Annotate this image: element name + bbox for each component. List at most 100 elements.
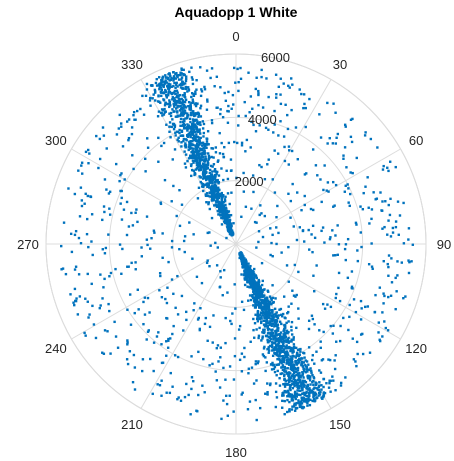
scatter-point — [190, 163, 193, 166]
scatter-point — [178, 100, 181, 103]
scatter-point — [367, 263, 371, 266]
scatter-point — [199, 123, 202, 127]
scatter-point — [180, 111, 183, 114]
scatter-point — [275, 345, 278, 349]
scatter-point — [187, 393, 190, 397]
scatter-point — [226, 291, 229, 294]
scatter-point — [260, 315, 263, 318]
scatter-point — [335, 340, 338, 343]
scatter-point — [285, 321, 288, 325]
scatter-point — [114, 267, 117, 271]
scatter-point — [298, 405, 302, 409]
scatter-point — [179, 107, 183, 111]
scatter-point — [398, 214, 402, 217]
scatter-point — [331, 375, 334, 378]
scatter-point — [102, 286, 105, 289]
scatter-point — [201, 141, 204, 145]
scatter-point — [298, 226, 301, 229]
scatter-point — [289, 372, 292, 375]
scatter-point — [127, 136, 131, 140]
scatter-point — [221, 294, 224, 297]
scatter-point — [402, 297, 405, 300]
scatter-point — [224, 218, 227, 221]
scatter-point — [83, 331, 86, 335]
scatter-point — [80, 204, 84, 208]
scatter-point — [314, 392, 318, 396]
scatter-point — [170, 85, 173, 88]
scatter-point — [334, 142, 338, 145]
scatter-point — [213, 186, 217, 190]
scatter-point — [257, 336, 260, 340]
scatter-point — [222, 399, 225, 402]
scatter-point — [113, 320, 116, 324]
scatter-point — [254, 313, 257, 316]
scatter-point — [281, 399, 284, 403]
scatter-point — [359, 318, 363, 321]
scatter-point — [289, 355, 292, 358]
scatter-point — [298, 403, 301, 407]
scatter-point — [276, 316, 280, 320]
scatter-point — [168, 101, 172, 104]
scatter-point — [288, 377, 291, 380]
scatter-point — [73, 287, 77, 291]
scatter-point — [191, 136, 195, 140]
scatter-point — [275, 353, 278, 357]
scatter-point — [108, 275, 111, 278]
scatter-point — [295, 238, 299, 242]
scatter-point — [323, 391, 327, 395]
scatter-point — [176, 138, 179, 141]
scatter-point — [260, 75, 263, 79]
scatter-point — [287, 393, 290, 396]
scatter-point — [189, 111, 193, 115]
scatter-point — [368, 351, 372, 354]
scatter-point — [279, 77, 282, 80]
scatter-point — [176, 274, 179, 278]
scatter-point — [218, 286, 222, 289]
scatter-point — [258, 294, 261, 297]
scatter-point — [311, 399, 314, 403]
scatter-point — [298, 386, 301, 389]
theta-tick-label: 240 — [45, 341, 67, 356]
scatter-point — [122, 208, 126, 211]
scatter-point — [332, 102, 335, 105]
scatter-point — [309, 207, 313, 211]
scatter-point — [297, 270, 300, 274]
scatter-point — [290, 340, 293, 343]
scatter-point — [302, 93, 306, 96]
scatter-point — [296, 158, 299, 161]
scatter-point — [126, 362, 130, 366]
scatter-point — [266, 332, 270, 335]
scatter-point — [166, 317, 169, 320]
scatter-point — [290, 325, 293, 329]
scatter-point — [253, 272, 256, 276]
scatter-point — [203, 184, 206, 187]
scatter-point — [389, 197, 392, 201]
scatter-point — [249, 340, 252, 343]
scatter-point — [215, 180, 219, 183]
scatter-point — [276, 329, 280, 332]
scatter-point — [244, 258, 248, 262]
scatter-point — [194, 104, 198, 108]
scatter-point — [313, 236, 317, 240]
scatter-point — [80, 164, 83, 167]
scatter-point — [299, 376, 302, 379]
scatter-point — [287, 336, 290, 340]
scatter-point — [306, 404, 309, 407]
scatter-point — [208, 191, 212, 194]
scatter-point — [249, 298, 253, 302]
scatter-point — [285, 345, 288, 349]
scatter-point — [220, 141, 223, 145]
scatter-point — [208, 181, 212, 185]
scatter-point — [269, 227, 272, 230]
scatter-point — [186, 90, 189, 93]
scatter-point — [208, 264, 211, 268]
scatter-point — [275, 396, 279, 399]
scatter-point — [390, 281, 394, 284]
scatter-point — [126, 341, 129, 344]
scatter-point — [199, 176, 203, 179]
scatter-point — [193, 173, 196, 177]
scatter-point — [319, 390, 322, 394]
scatter-point — [255, 418, 258, 422]
scatter-point — [281, 394, 284, 397]
scatter-point — [184, 85, 188, 89]
